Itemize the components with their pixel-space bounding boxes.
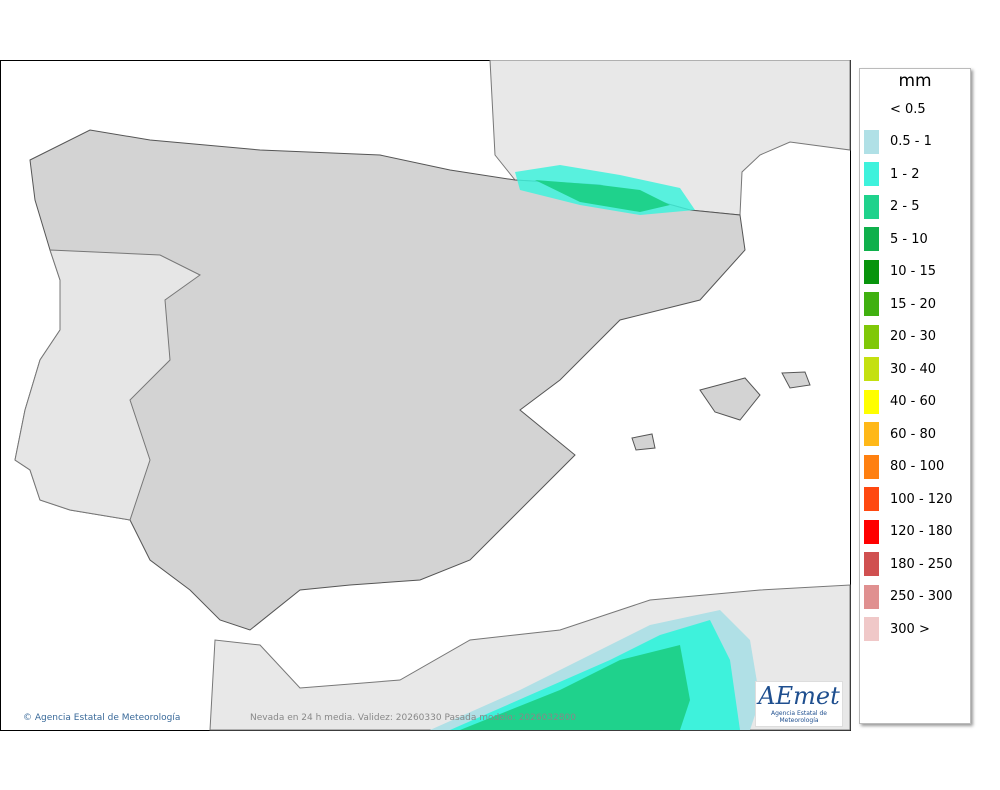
legend-swatch — [864, 422, 879, 446]
legend-label: 10 - 15 — [890, 264, 937, 279]
mallorca — [699, 377, 761, 421]
legend-label: 180 - 250 — [890, 556, 953, 572]
legend-item: 1 - 2 — [864, 162, 920, 186]
legend-swatch — [864, 194, 879, 219]
legend-swatch — [864, 617, 879, 641]
legend-item: 300 > — [864, 617, 930, 641]
legend-swatch — [864, 227, 879, 251]
legend-label: 30 - 40 — [890, 361, 937, 377]
legend-swatch — [864, 162, 879, 186]
logo-name: AEmet — [758, 682, 840, 710]
legend-title: mm — [898, 71, 932, 91]
legend-swatch — [864, 487, 879, 511]
legend-item: 15 - 20 — [864, 292, 936, 316]
credit: © Agencia Estatal de Meteorología — [23, 713, 181, 723]
legend-item: 0.5 - 1 — [864, 129, 932, 154]
legend-label: 5 - 10 — [890, 231, 928, 247]
legend-label: 60 - 80 — [890, 426, 937, 442]
legend-swatch — [864, 97, 879, 121]
legend-label: 20 - 30 — [890, 329, 937, 344]
legend-label: 80 - 100 — [890, 459, 945, 474]
legend-swatch — [864, 357, 879, 381]
legend-label: 15 - 20 — [890, 296, 937, 312]
legend-item: 100 - 120 — [864, 487, 953, 511]
menorca — [781, 371, 811, 389]
legend-item: 250 - 300 — [864, 584, 953, 609]
snow-pyrenees-core — [535, 180, 670, 212]
legend-item: 60 - 80 — [864, 422, 936, 446]
portugal — [14, 249, 201, 521]
legend-swatch — [864, 129, 879, 154]
legend-item: 180 - 250 — [864, 552, 953, 576]
snow-africa-core — [460, 645, 690, 730]
legend-label: 2 - 5 — [890, 199, 920, 214]
ibiza — [631, 433, 656, 451]
legend-item: 40 - 60 — [864, 389, 937, 414]
validity: Nevada en 24 h media. Validez: 20260330 … — [250, 713, 576, 723]
legend-item: 10 - 15 — [864, 259, 937, 284]
legend: mm < 0.5 0.5 - 1 1 - 2 2 - 5 5 - 10 10 - 15 15… — [859, 68, 971, 724]
map — [0, 60, 851, 731]
legend-item: 2 - 5 — [864, 194, 920, 219]
logo-subtitle: Agencia Estatal de Meteorología — [770, 710, 827, 724]
legend-label: < 0.5 — [890, 101, 926, 117]
legend-item: 5 - 10 — [864, 227, 928, 251]
legend-item: < 0.5 — [864, 97, 926, 121]
legend-swatch — [864, 454, 879, 479]
legend-item: 30 - 40 — [864, 357, 936, 381]
legend-label: 0.5 - 1 — [890, 134, 932, 149]
legend-item: 120 - 180 — [864, 519, 953, 544]
legend-label: 100 - 120 — [890, 491, 953, 507]
legend-label: 40 - 60 — [890, 394, 937, 409]
legend-label: 1 - 2 — [890, 166, 920, 182]
legend-label: 250 - 300 — [890, 589, 953, 604]
legend-label: 120 - 180 — [890, 524, 953, 539]
legend-swatch — [864, 259, 879, 284]
legend-label: 300 > — [890, 621, 930, 637]
legend-swatch — [864, 389, 879, 414]
legend-item: 80 - 100 — [864, 454, 945, 479]
legend-swatch — [864, 324, 879, 349]
logo: AEmet Agencia Estatal de Meteorología — [755, 681, 843, 727]
legend-swatch — [864, 584, 879, 609]
legend-swatch — [864, 519, 879, 544]
legend-swatch — [864, 292, 879, 316]
credit-text: Agencia Estatal de Meteorología — [34, 713, 181, 723]
legend-swatch — [864, 552, 879, 576]
legend-item: 20 - 30 — [864, 324, 937, 349]
